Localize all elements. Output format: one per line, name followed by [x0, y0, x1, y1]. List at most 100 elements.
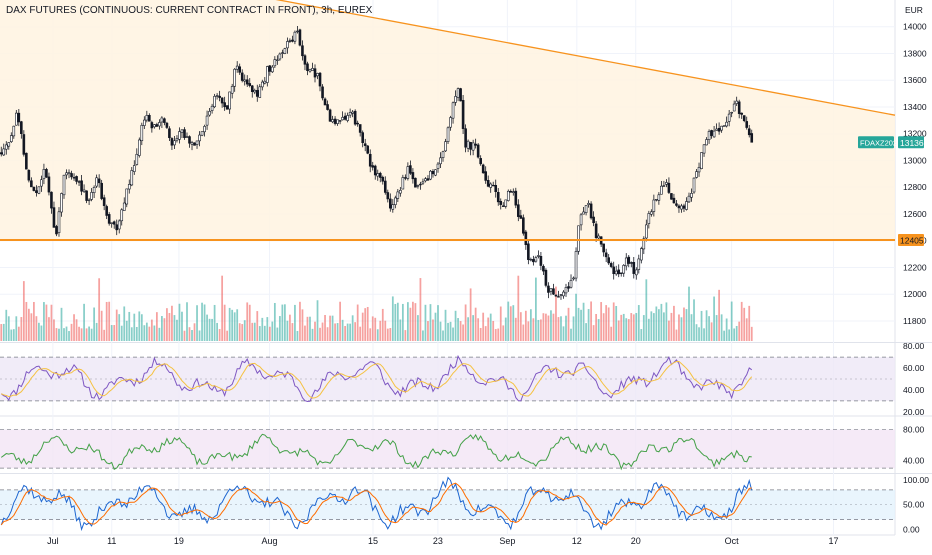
candle-body: [193, 142, 196, 146]
candle-body: [574, 251, 578, 279]
candle-body: [358, 124, 362, 133]
volume-bar: [512, 305, 515, 341]
volume-bar: [143, 325, 146, 341]
candle-body: [235, 65, 239, 70]
candle-body: [243, 79, 247, 82]
volume-bar: [497, 328, 500, 341]
volume-bar: [33, 301, 35, 341]
volume-bar: [592, 325, 595, 341]
volume-bar: [567, 307, 570, 341]
candle-body: [597, 235, 600, 239]
volume-bar: [444, 309, 447, 341]
candle-body: [323, 98, 327, 106]
volume-bar: [735, 325, 738, 341]
volume-bar: [675, 329, 678, 341]
oscillator-pane: 40.00 80.00: [0, 425, 925, 471]
volume-bar: [494, 329, 497, 341]
volume-bar: [622, 313, 625, 341]
candle-body: [348, 112, 352, 116]
volume-bar: [424, 304, 427, 341]
volume-bar: [10, 329, 13, 341]
volume-bar: [637, 305, 640, 341]
volume-bar: [289, 314, 291, 341]
volume-bar: [527, 321, 530, 341]
volume-bar: [161, 316, 163, 341]
candle-body: [213, 96, 216, 108]
volume-bar: [233, 312, 236, 341]
symbol-label: FDAXZ2022: [860, 138, 901, 147]
candle-body: [376, 173, 380, 177]
volume-bar: [657, 309, 660, 341]
chart-title: DAX FUTURES (CONTINUOUS: CURRENT CONTRAC…: [6, 5, 373, 16]
candle-body: [4, 144, 8, 150]
volume-bar: [434, 312, 437, 341]
volume-bar: [462, 324, 464, 341]
candle-body: [356, 122, 359, 125]
volume-bar: [600, 302, 603, 341]
volume-bar: [248, 304, 251, 341]
volume-bar: [83, 303, 85, 341]
volume-bar: [364, 308, 367, 341]
volume-bar: [642, 315, 645, 341]
volume-bar: [178, 303, 181, 341]
candle-body: [710, 130, 713, 136]
candle-body: [220, 97, 224, 104]
candle-body: [336, 119, 339, 124]
volume-bar: [278, 316, 281, 341]
volume-bar: [703, 328, 705, 341]
volume-bar: [572, 316, 575, 341]
candle-body: [351, 111, 354, 114]
volume-bar: [519, 312, 522, 341]
volume-bar: [585, 323, 587, 341]
volume-bar: [105, 301, 108, 341]
candle-body: [534, 257, 538, 262]
candle-body: [662, 185, 666, 187]
volume-bar: [286, 320, 289, 341]
candle-body: [464, 128, 467, 148]
volume-bar: [256, 311, 259, 341]
oscillator-line: [0, 433, 752, 471]
candle-body: [32, 186, 36, 191]
candle-body: [281, 52, 284, 54]
volume-bar: [329, 315, 331, 341]
volume-bar: [743, 307, 746, 341]
volume-bar: [198, 330, 201, 341]
volume-bar: [597, 319, 600, 341]
candle-body: [737, 101, 741, 114]
volume-bar: [728, 329, 731, 341]
candle-body: [27, 169, 31, 181]
candle-body: [461, 100, 465, 129]
candle-body: [501, 205, 505, 207]
volume-bar: [213, 304, 216, 341]
volume-bar: [582, 302, 585, 341]
candle-body: [604, 252, 608, 258]
volume-bar: [48, 317, 50, 341]
candle-body: [276, 59, 279, 61]
x-tick-label: 17: [829, 536, 839, 546]
x-tick-label: Sep: [499, 536, 515, 546]
volume-bar: [432, 319, 434, 341]
y-tick-label: 13200: [903, 129, 927, 139]
volume-bar: [281, 304, 284, 341]
volume-bar: [193, 323, 196, 341]
candle-body: [594, 223, 598, 239]
volume-bar: [602, 313, 605, 341]
volume-bar: [673, 305, 675, 341]
candle-body: [647, 213, 651, 224]
volume-bar: [7, 316, 10, 341]
volume-bar: [75, 319, 78, 341]
volume-bar: [552, 313, 555, 341]
volume-bar: [304, 325, 306, 341]
candle-body: [529, 258, 533, 261]
volume-bar: [366, 306, 369, 341]
rsi-pane: 20.00 40.00 60.00 80.00: [0, 341, 925, 417]
volume-bar: [331, 315, 334, 341]
candle-body: [589, 203, 593, 219]
candle-body: [165, 122, 169, 128]
volume-bar: [422, 330, 424, 341]
candle-body: [185, 136, 189, 138]
volume-bar: [319, 327, 321, 341]
candle-body: [168, 128, 171, 139]
x-tick-label: 11: [107, 536, 116, 546]
